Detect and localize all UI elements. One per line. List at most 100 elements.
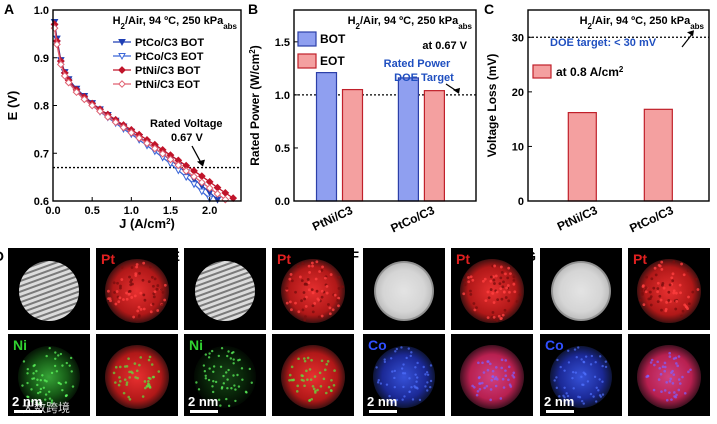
category-label: PtNi/C3 xyxy=(555,203,600,234)
pt-speck xyxy=(288,277,292,281)
data-point xyxy=(205,184,214,193)
panel-letter-f: F xyxy=(350,248,359,264)
overlay-speck xyxy=(512,375,516,379)
element-speck xyxy=(36,391,40,395)
overlay-speck xyxy=(122,391,126,395)
pt-speck xyxy=(129,283,133,287)
data-point xyxy=(135,134,144,142)
overlay-speck xyxy=(136,376,139,380)
element-speck xyxy=(43,379,47,382)
overlay-speck xyxy=(493,377,497,381)
pt-speck xyxy=(135,265,139,269)
element-speck xyxy=(589,392,593,396)
element-speck xyxy=(393,400,396,403)
pt-speck xyxy=(653,266,657,270)
overlay-speck xyxy=(303,384,306,388)
pt-speck xyxy=(134,272,138,276)
data-point xyxy=(96,107,104,116)
element-speck xyxy=(555,376,558,379)
element-speck xyxy=(50,399,54,402)
pt-speck xyxy=(462,292,466,296)
legend-label: PtCo/C3 EOT xyxy=(135,51,204,63)
overlay-speck xyxy=(508,383,512,387)
pt-speck xyxy=(483,277,487,281)
overlay-speck xyxy=(306,356,310,360)
pt-speck xyxy=(125,297,129,301)
pt-speck xyxy=(504,296,508,299)
element-speck xyxy=(36,378,39,381)
pt-speck xyxy=(311,304,315,308)
pt-speck xyxy=(311,291,315,295)
pt-speck xyxy=(156,284,160,287)
panel-letter-b: B xyxy=(248,1,258,17)
element-speck xyxy=(232,358,235,361)
pt-speck xyxy=(502,290,506,294)
element-speck xyxy=(390,401,394,405)
pt-speck xyxy=(156,309,160,312)
element-speck xyxy=(580,399,584,403)
element-speck xyxy=(210,349,214,353)
overlay-speck xyxy=(141,395,145,398)
element-speck xyxy=(388,394,391,398)
element-speck xyxy=(391,370,394,373)
element-speck xyxy=(407,347,410,350)
data-point xyxy=(64,78,73,87)
overlay-speck xyxy=(125,381,129,384)
overlay-speck xyxy=(112,371,116,375)
pt-speck xyxy=(307,288,311,292)
element-speck xyxy=(411,398,415,401)
pt-speck xyxy=(112,281,116,285)
pt-speck xyxy=(472,302,476,305)
overlay-speck xyxy=(114,381,117,384)
overlay-speck xyxy=(683,391,687,395)
pt-speck xyxy=(163,298,167,302)
y-tick-label: 30 xyxy=(512,32,524,44)
element-speck xyxy=(232,374,235,377)
element-speck xyxy=(415,380,418,383)
element-speck xyxy=(563,386,566,389)
element-speck xyxy=(604,360,608,363)
pt-speck xyxy=(294,290,297,294)
element-speck xyxy=(44,398,47,401)
element-speck xyxy=(582,360,585,364)
pt-speck xyxy=(641,292,644,296)
element-speck xyxy=(64,381,68,384)
pt-speck xyxy=(657,263,661,267)
element-speck xyxy=(401,398,404,401)
element-speck xyxy=(582,402,585,405)
scale-bar xyxy=(14,410,42,413)
pt-speck xyxy=(305,295,308,299)
element-speck xyxy=(202,364,206,367)
overlay-speck xyxy=(128,376,131,379)
element-speck xyxy=(59,382,62,386)
pt-speck xyxy=(694,277,698,281)
element-speck xyxy=(555,386,559,390)
overlay-speck xyxy=(668,351,671,355)
element-speck xyxy=(601,364,604,368)
pt-speck xyxy=(136,309,140,313)
pt-speck xyxy=(502,280,505,284)
pt-speck xyxy=(463,283,467,287)
pt-speck xyxy=(120,265,124,269)
target-label-line2: DOE Target xyxy=(394,72,454,84)
y-tick-label: 0 xyxy=(518,196,524,208)
pt-speck xyxy=(679,291,682,295)
pt-speck xyxy=(665,300,669,304)
bar-eot xyxy=(341,88,364,202)
pt-speck xyxy=(311,264,314,268)
pt-speck xyxy=(649,295,653,299)
tile-overlay xyxy=(451,334,533,416)
pt-speck xyxy=(302,291,306,294)
pt-speck xyxy=(298,275,302,279)
overlay-speck xyxy=(148,385,152,389)
pt-speck xyxy=(301,308,305,312)
tile-second xyxy=(540,334,622,416)
pt-speck xyxy=(492,301,496,304)
scale-bar xyxy=(369,410,397,413)
pt-speck xyxy=(310,261,314,265)
x-tick-label: 0.5 xyxy=(85,205,100,217)
pt-speck xyxy=(467,276,470,279)
pt-speck xyxy=(314,277,318,281)
overlay-speck xyxy=(477,361,480,365)
